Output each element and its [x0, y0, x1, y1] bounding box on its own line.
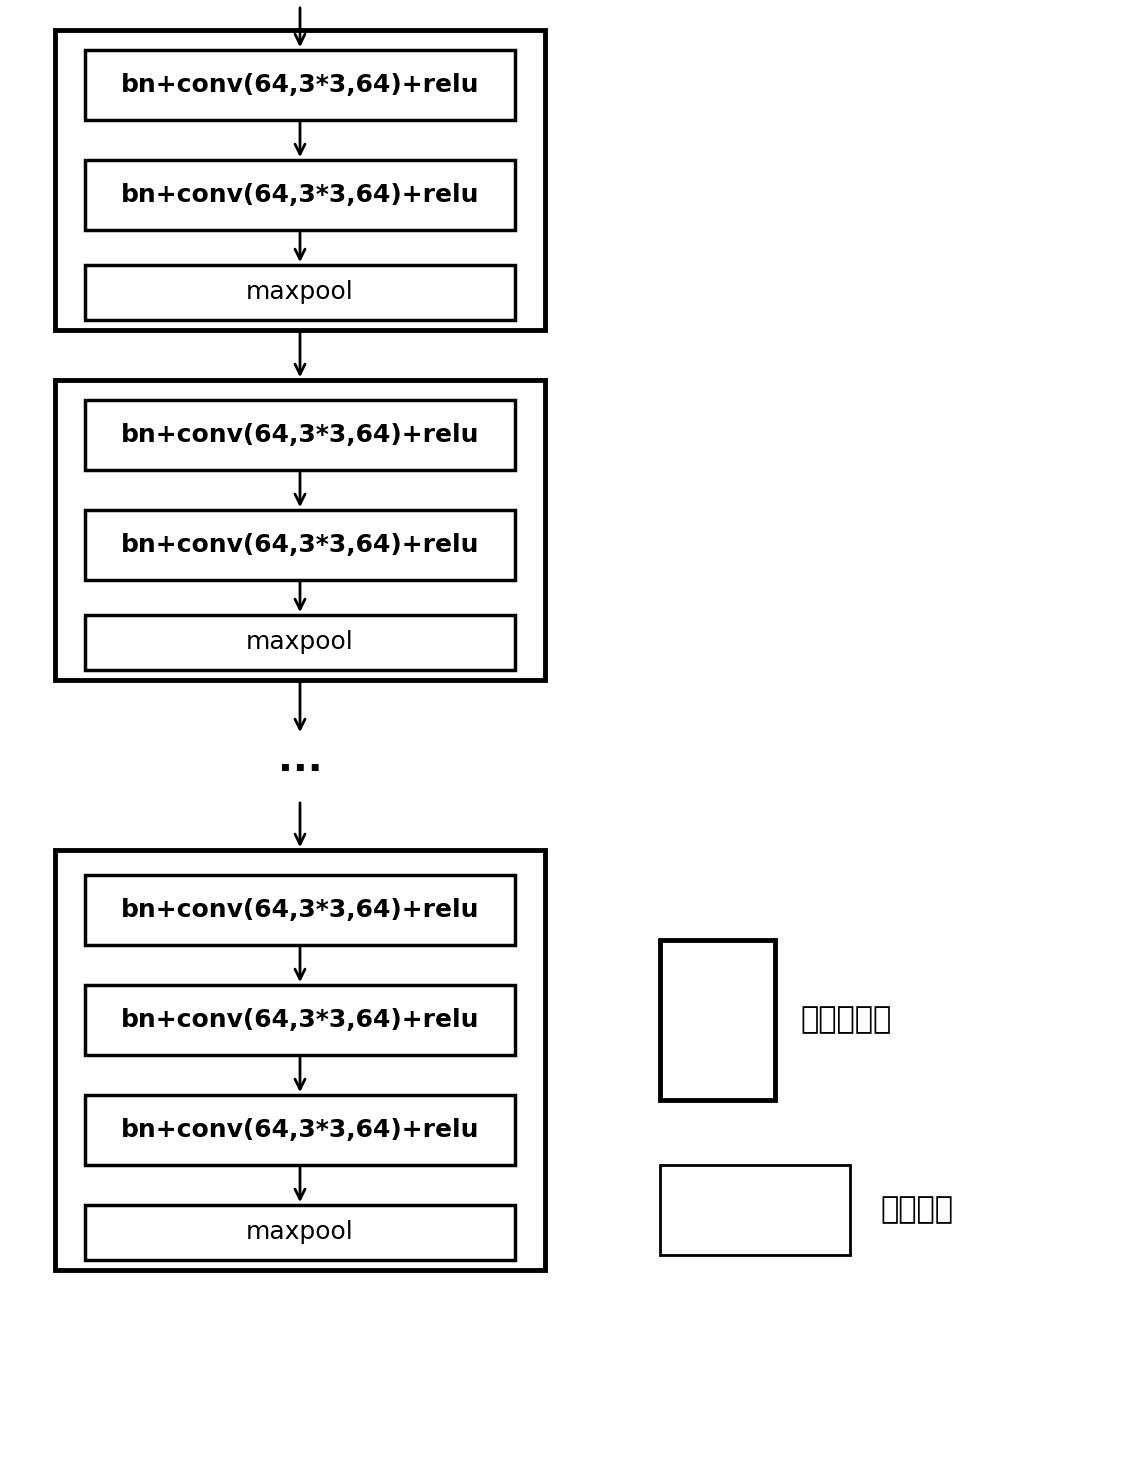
Text: maxpool: maxpool — [246, 1221, 354, 1245]
Text: bn+conv(64,3*3,64)+relu: bn+conv(64,3*3,64)+relu — [121, 533, 479, 556]
Bar — [85, 1095, 515, 1165]
Text: maxpool: maxpool — [246, 630, 354, 654]
Bar — [55, 30, 545, 330]
Bar — [55, 850, 545, 1270]
Bar — [85, 875, 515, 946]
Bar — [85, 986, 515, 1055]
Text: bn+conv(64,3*3,64)+relu: bn+conv(64,3*3,64)+relu — [121, 184, 479, 207]
Bar — [85, 50, 515, 120]
Text: 降采样模块: 降采样模块 — [800, 1005, 891, 1035]
Bar — [660, 1165, 851, 1255]
Text: maxpool: maxpool — [246, 281, 354, 305]
Text: ...: ... — [277, 741, 323, 778]
Text: bn+conv(64,3*3,64)+relu: bn+conv(64,3*3,64)+relu — [121, 73, 479, 98]
Bar — [85, 1205, 515, 1259]
Bar — [85, 511, 515, 580]
Bar — [85, 400, 515, 471]
Bar — [55, 380, 545, 679]
Text: bn+conv(64,3*3,64)+relu: bn+conv(64,3*3,64)+relu — [121, 1008, 479, 1032]
Bar — [85, 616, 515, 670]
Text: bn+conv(64,3*3,64)+relu: bn+conv(64,3*3,64)+relu — [121, 1117, 479, 1143]
Bar — [85, 265, 515, 320]
Text: bn+conv(64,3*3,64)+relu: bn+conv(64,3*3,64)+relu — [121, 423, 479, 447]
Bar — [660, 940, 775, 1100]
Text: bn+conv(64,3*3,64)+relu: bn+conv(64,3*3,64)+relu — [121, 898, 479, 922]
Text: 卷积模块: 卷积模块 — [880, 1196, 953, 1224]
Bar — [85, 160, 515, 229]
